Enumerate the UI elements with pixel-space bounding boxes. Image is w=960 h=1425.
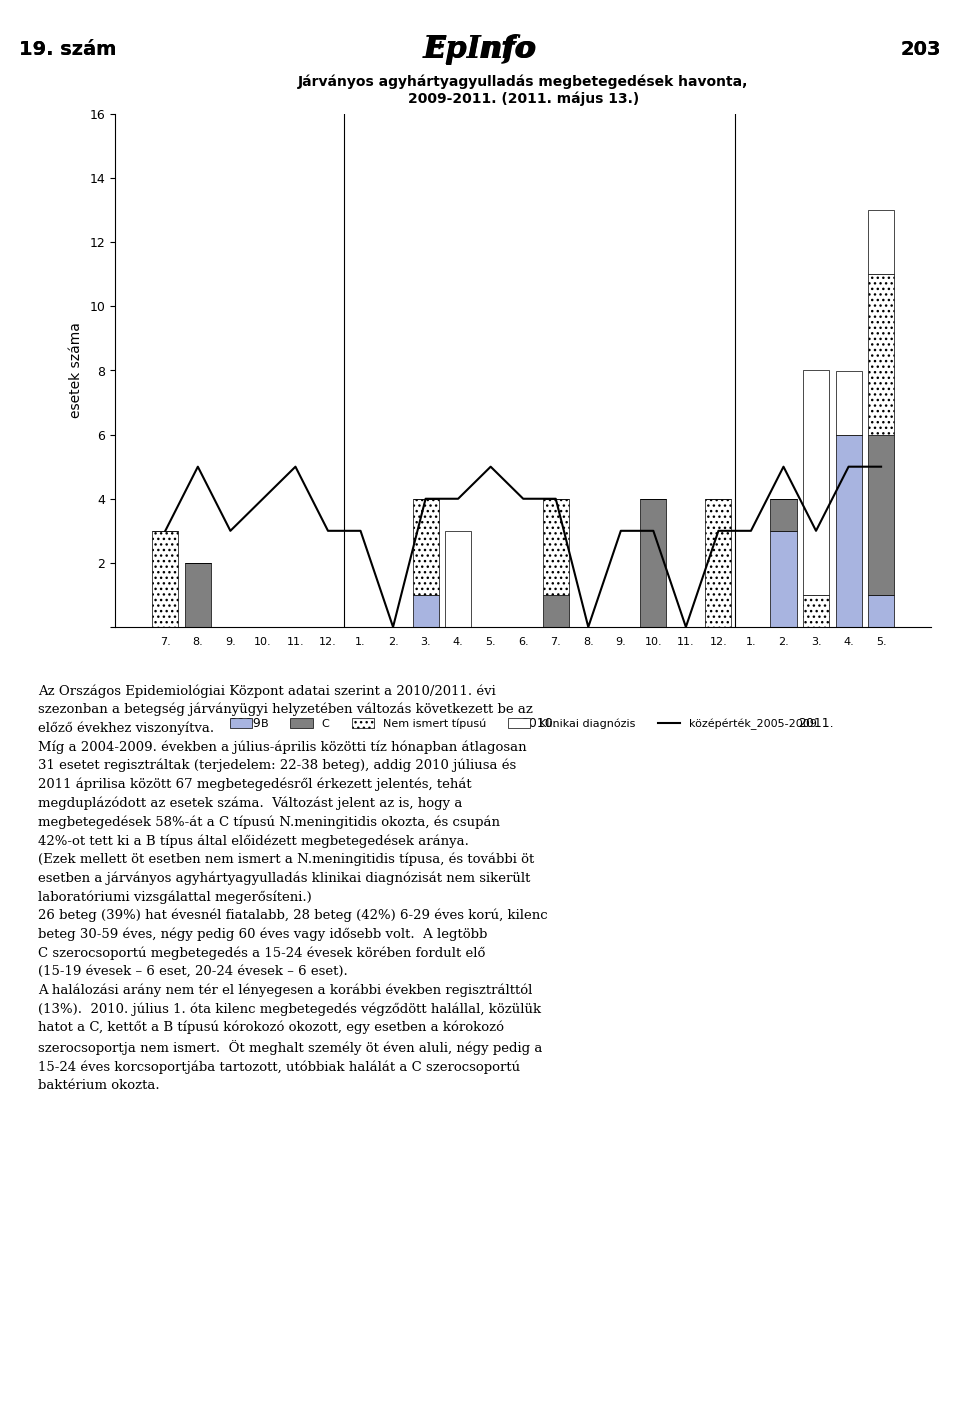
Bar [445, 530, 471, 627]
Text: 19. szám: 19. szám [19, 40, 116, 60]
Text: EpInfo: EpInfo [422, 34, 538, 66]
Bar [868, 596, 894, 627]
Text: 2010.: 2010. [521, 717, 558, 730]
Bar [413, 499, 439, 596]
Bar [835, 370, 861, 435]
Text: EpInfo: EpInfo [425, 36, 535, 64]
Text: 203: 203 [900, 40, 941, 60]
Bar [771, 530, 797, 627]
Bar [185, 563, 211, 627]
Bar [868, 435, 894, 596]
Y-axis label: esetek száma: esetek száma [69, 322, 83, 419]
Bar [640, 499, 666, 627]
Legend: B, C, Nem ismert típusú, Klinikai diagnózis, középérték_2005-2009: B, C, Nem ismert típusú, Klinikai diagnó… [225, 714, 822, 734]
Title: Járványos agyhártyagyulladás megbetegedések havonta,
2009-2011. (2011. május 13.: Járványos agyhártyagyulladás megbetegedé… [298, 74, 749, 105]
Bar [868, 211, 894, 274]
Text: 19. szám: 19. szám [19, 40, 116, 60]
Bar [153, 530, 179, 627]
Text: Az Országos Epidemiológiai Központ adatai szerint a 2010/2011. évi
szezonban a b: Az Országos Epidemiológiai Központ adata… [38, 684, 548, 1092]
Bar [803, 596, 829, 627]
Bar [542, 499, 568, 596]
Text: 2009.: 2009. [228, 717, 265, 730]
Bar [835, 435, 861, 627]
Bar [706, 499, 732, 627]
Bar [868, 274, 894, 435]
Bar [771, 499, 797, 530]
Text: 2011.: 2011. [798, 717, 834, 730]
Bar [803, 370, 829, 596]
Bar [413, 596, 439, 627]
Bar [542, 596, 568, 627]
Text: 203: 203 [900, 40, 941, 60]
